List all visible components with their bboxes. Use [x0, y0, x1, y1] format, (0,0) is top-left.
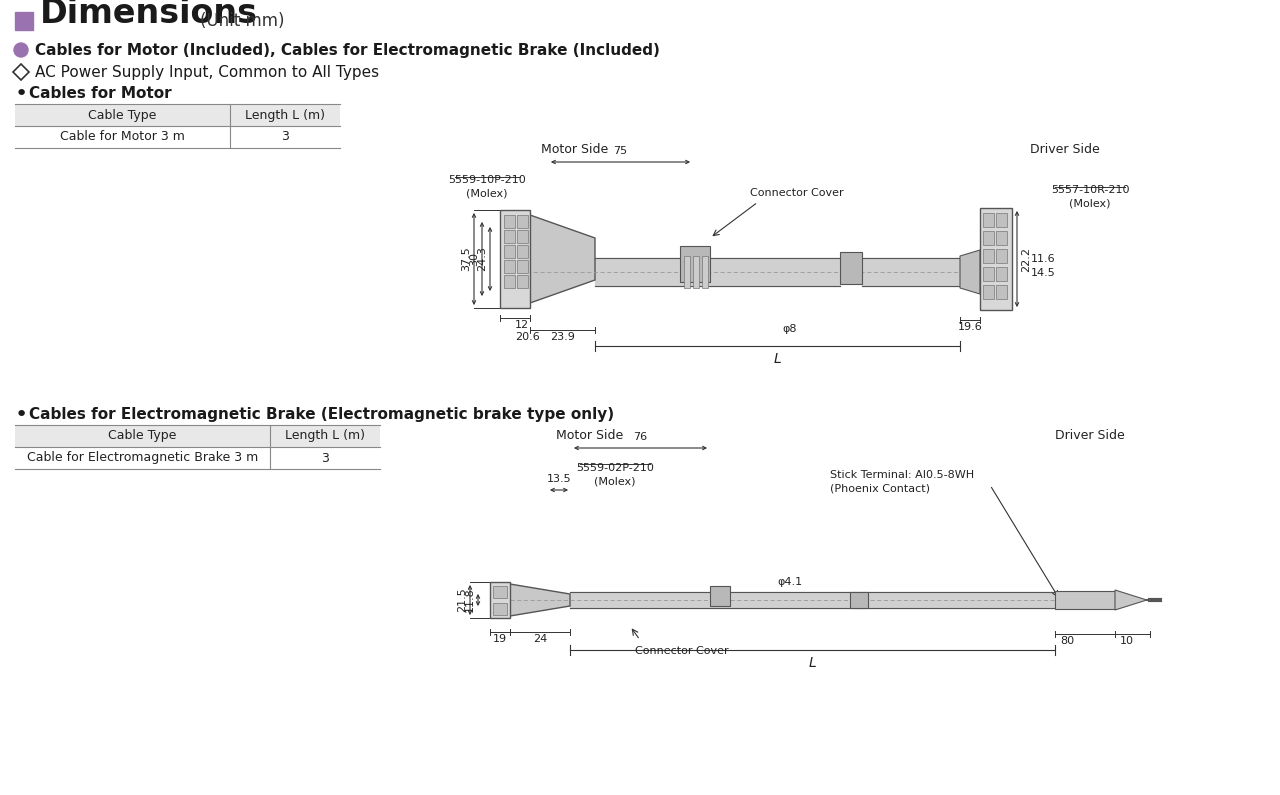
Text: Driver Side: Driver Side	[1030, 143, 1100, 156]
Bar	[983, 231, 995, 245]
Bar	[15, 12, 33, 30]
Text: 20.6: 20.6	[515, 332, 540, 342]
Bar	[504, 230, 515, 243]
Text: Stick Terminal: AI0.5-8WH
(Phoenix Contact): Stick Terminal: AI0.5-8WH (Phoenix Conta…	[829, 470, 974, 493]
Bar	[504, 245, 515, 258]
Bar	[504, 215, 515, 228]
Bar	[983, 285, 995, 299]
Text: L: L	[773, 352, 781, 366]
Bar	[504, 260, 515, 273]
Bar	[996, 267, 1007, 281]
Bar	[493, 586, 507, 598]
Bar	[680, 246, 710, 282]
Text: Cable for Electromagnetic Brake 3 m: Cable for Electromagnetic Brake 3 m	[27, 452, 259, 464]
Text: Motor Side: Motor Side	[557, 429, 623, 442]
Text: 19.6: 19.6	[957, 322, 982, 332]
Bar	[517, 275, 529, 288]
Bar	[850, 592, 868, 608]
Bar	[996, 231, 1007, 245]
Polygon shape	[509, 584, 570, 616]
Text: 80: 80	[1060, 636, 1074, 646]
Bar	[517, 215, 529, 228]
Text: 37.5: 37.5	[461, 246, 471, 271]
Bar	[1055, 591, 1115, 609]
Text: Cables for Electromagnetic Brake (Electromagnetic brake type only): Cables for Electromagnetic Brake (Electr…	[29, 408, 614, 422]
Bar	[504, 275, 515, 288]
Text: 11.6: 11.6	[1030, 254, 1056, 264]
Text: Cables for Motor: Cables for Motor	[29, 87, 172, 102]
Text: φ4.1: φ4.1	[777, 577, 803, 587]
Polygon shape	[13, 64, 29, 80]
Text: Cable Type: Cable Type	[88, 108, 156, 122]
Bar	[701, 256, 708, 288]
Polygon shape	[1115, 590, 1149, 610]
Bar	[983, 249, 995, 263]
Text: 21.5: 21.5	[457, 588, 467, 612]
Bar	[980, 208, 1012, 310]
Text: 22.2: 22.2	[1021, 246, 1030, 272]
Text: 19: 19	[493, 634, 507, 644]
Text: 3: 3	[282, 130, 289, 144]
Text: Dimensions: Dimensions	[40, 0, 259, 30]
Text: φ8: φ8	[783, 324, 797, 334]
Text: AC Power Supply Input, Common to All Types: AC Power Supply Input, Common to All Typ…	[35, 64, 379, 80]
Bar	[692, 256, 699, 288]
Bar	[996, 249, 1007, 263]
Text: 30: 30	[468, 252, 479, 266]
Text: 5559-10P-210
(Molex): 5559-10P-210 (Molex)	[448, 175, 526, 198]
Text: Cable Type: Cable Type	[109, 429, 177, 443]
Text: (Unit mm): (Unit mm)	[200, 12, 284, 30]
Polygon shape	[960, 250, 980, 294]
Text: 5559-02P-210
(Molex): 5559-02P-210 (Molex)	[576, 463, 654, 487]
Bar	[983, 213, 995, 227]
Bar	[500, 210, 530, 308]
Text: Connector Cover: Connector Cover	[750, 188, 844, 198]
Text: 11.8: 11.8	[465, 588, 475, 612]
Text: 14.5: 14.5	[1030, 268, 1056, 278]
Bar	[15, 104, 340, 126]
Bar	[710, 586, 730, 606]
Text: 76: 76	[634, 432, 648, 442]
Text: Driver Side: Driver Side	[1055, 429, 1125, 442]
Bar	[493, 603, 507, 615]
Bar	[996, 285, 1007, 299]
Bar	[996, 213, 1007, 227]
Text: Cables for Motor (Included), Cables for Electromagnetic Brake (Included): Cables for Motor (Included), Cables for …	[35, 42, 660, 57]
Text: 75: 75	[613, 146, 627, 156]
Bar	[983, 267, 995, 281]
Bar	[517, 230, 529, 243]
Bar	[684, 256, 690, 288]
Circle shape	[14, 43, 28, 57]
Text: 24: 24	[532, 634, 547, 644]
Text: •: •	[15, 405, 28, 425]
Bar	[840, 252, 861, 284]
Text: Length L (m): Length L (m)	[244, 108, 325, 122]
Text: 12: 12	[515, 320, 529, 330]
Text: 13.5: 13.5	[547, 474, 571, 484]
Text: 24.3: 24.3	[477, 246, 486, 271]
Text: Cable for Motor 3 m: Cable for Motor 3 m	[60, 130, 184, 144]
Text: 10: 10	[1120, 636, 1134, 646]
Text: Length L (m): Length L (m)	[285, 429, 365, 443]
Text: Connector Cover: Connector Cover	[635, 646, 728, 656]
Text: 3: 3	[321, 452, 329, 464]
Bar	[517, 245, 529, 258]
Text: 5557-10R-210
(Molex): 5557-10R-210 (Molex)	[1051, 185, 1129, 208]
Text: L: L	[809, 656, 817, 670]
Bar	[15, 425, 380, 447]
Text: Motor Side: Motor Side	[541, 143, 608, 156]
Text: •: •	[15, 84, 28, 104]
Text: 23.9: 23.9	[550, 332, 575, 342]
Polygon shape	[530, 215, 595, 303]
Bar	[490, 582, 509, 618]
Bar	[517, 260, 529, 273]
